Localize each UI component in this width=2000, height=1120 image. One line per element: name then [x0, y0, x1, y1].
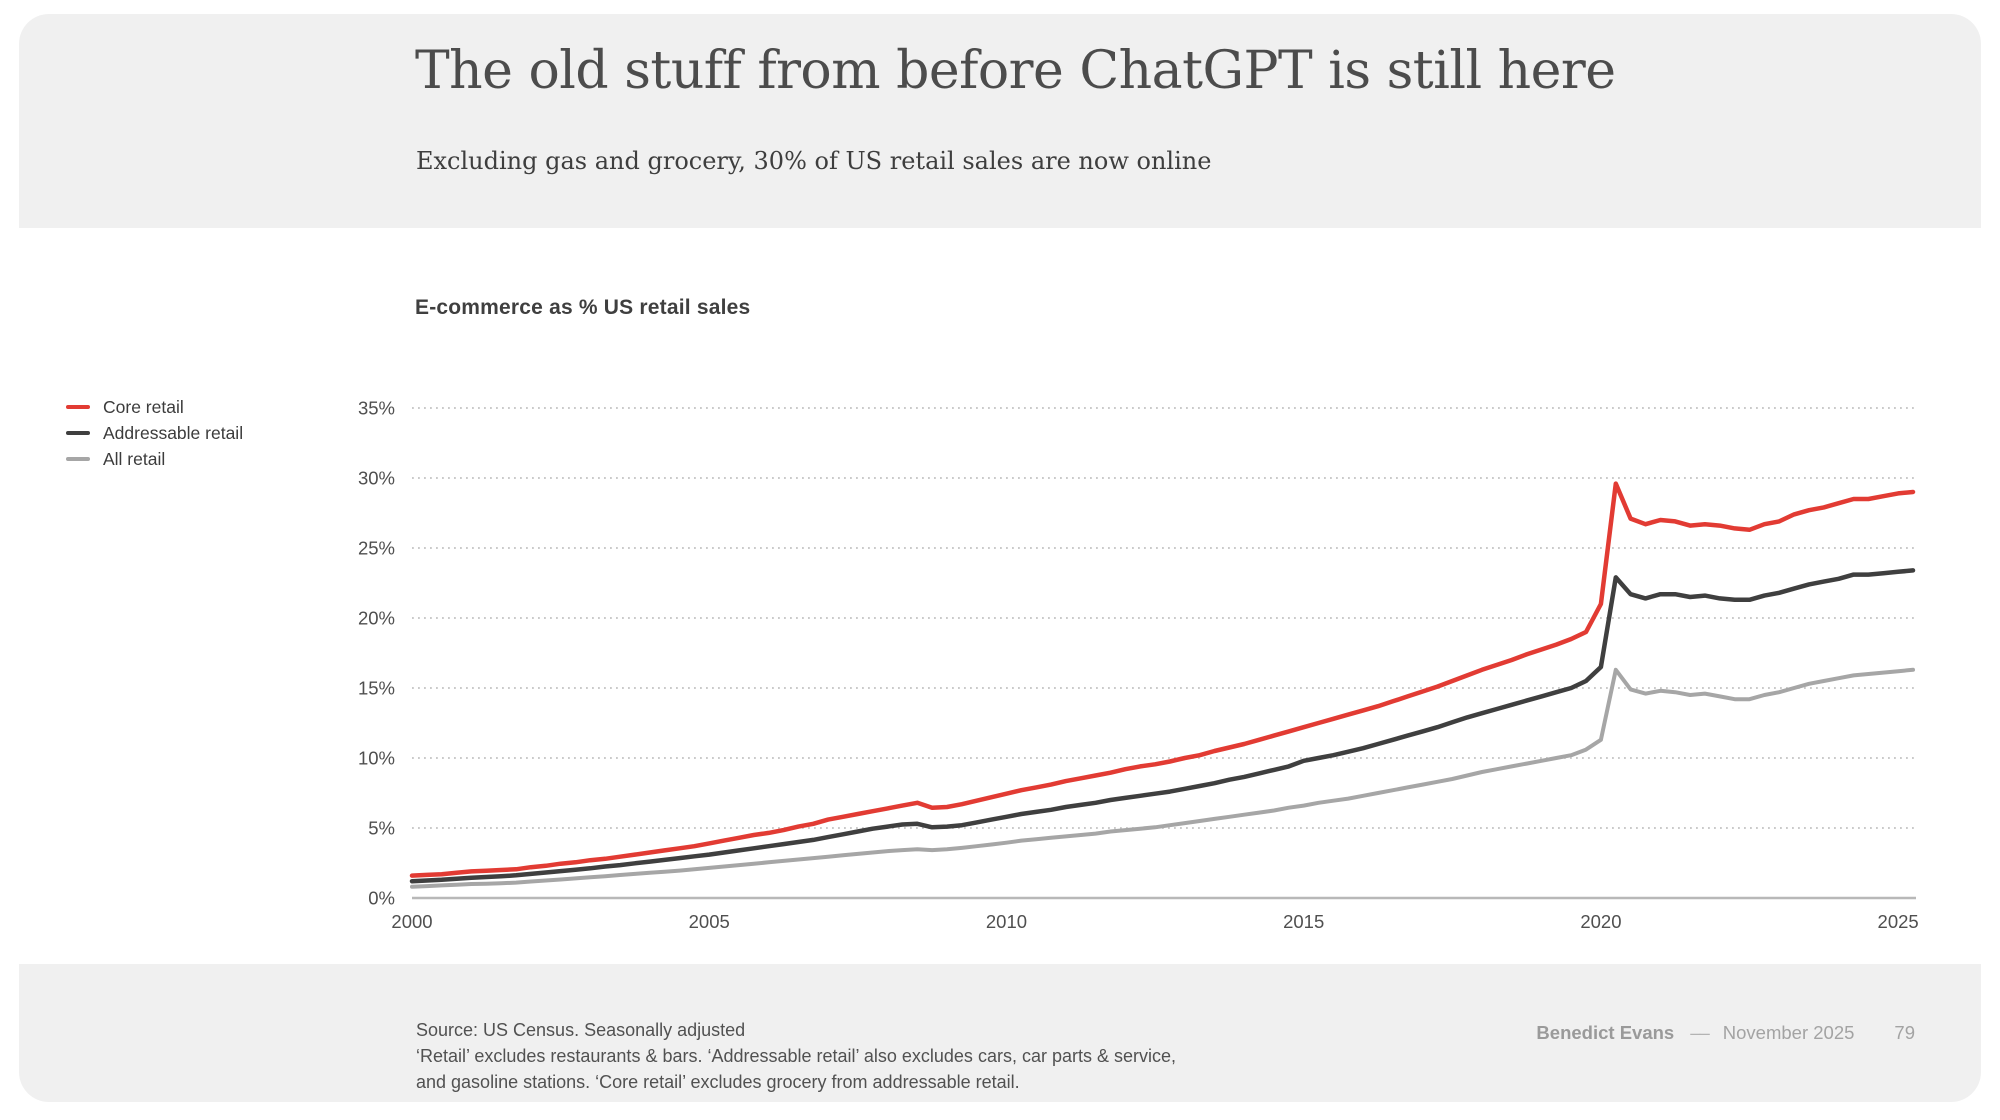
- x-tick-label-2010: 2010: [986, 911, 1027, 932]
- y-tick-label-30: 30%: [358, 468, 395, 489]
- footer-credit: Benedict Evans –– November 2025 79: [0, 1022, 1915, 1044]
- legend-swatch-addressable-retail: [66, 431, 90, 435]
- source-note-line-2: ‘Retail’ excludes restaurants & bars. ‘A…: [416, 1046, 1176, 1066]
- chart-legend: Core retail Addressable retail All retai…: [66, 394, 243, 472]
- legend-item-addressable-retail: Addressable retail: [66, 420, 243, 446]
- y-tick-label-0: 0%: [368, 888, 395, 909]
- x-tick-label-2015: 2015: [1283, 911, 1324, 932]
- slide-subtitle: Excluding gas and grocery, 30% of US ret…: [416, 147, 1212, 175]
- y-tick-label-20: 20%: [358, 608, 395, 629]
- slide-card: [19, 14, 1981, 1102]
- author-name: Benedict Evans: [1536, 1022, 1675, 1043]
- legend-item-core-retail: Core retail: [66, 394, 243, 420]
- header-band: [19, 14, 1981, 228]
- x-tick-label-2020: 2020: [1580, 911, 1621, 932]
- x-tick-label-2005: 2005: [689, 911, 730, 932]
- legend-label-core-retail: Core retail: [103, 396, 184, 417]
- y-tick-label-15: 15%: [358, 678, 395, 699]
- credit-separator: ––: [1690, 1022, 1710, 1043]
- series-line-addressable-retail: [409, 568, 1916, 884]
- y-tick-label-35: 35%: [358, 398, 395, 419]
- page-number: 79: [1894, 1022, 1915, 1043]
- y-tick-label-25: 25%: [358, 538, 395, 559]
- x-tick-label-2025: 2025: [1878, 911, 1919, 932]
- source-note: Source: US Census. Seasonally adjusted ‘…: [416, 1017, 1416, 1095]
- credit-date: November 2025: [1722, 1022, 1855, 1043]
- slide-title: The old stuff from before ChatGPT is sti…: [415, 41, 1616, 101]
- legend-swatch-all-retail: [66, 457, 90, 461]
- source-note-line-3: and gasoline stations. ‘Core retail’ exc…: [416, 1072, 1020, 1092]
- legend-item-all-retail: All retail: [66, 446, 243, 472]
- legend-label-all-retail: All retail: [103, 448, 166, 469]
- legend-label-addressable-retail: Addressable retail: [103, 422, 244, 443]
- x-tick-label-2000: 2000: [391, 911, 432, 932]
- series-line-core-retail: [409, 481, 1916, 878]
- series-line-all-retail: [410, 667, 1915, 889]
- chart-heading: E-commerce as % US retail sales: [415, 296, 751, 319]
- source-note-line-1: Source: US Census. Seasonally adjusted: [416, 1020, 746, 1040]
- legend-swatch-core-retail: [66, 405, 90, 409]
- y-tick-label-5: 5%: [368, 818, 395, 839]
- y-tick-label-10: 10%: [358, 748, 395, 769]
- footer-band: [19, 964, 1981, 1102]
